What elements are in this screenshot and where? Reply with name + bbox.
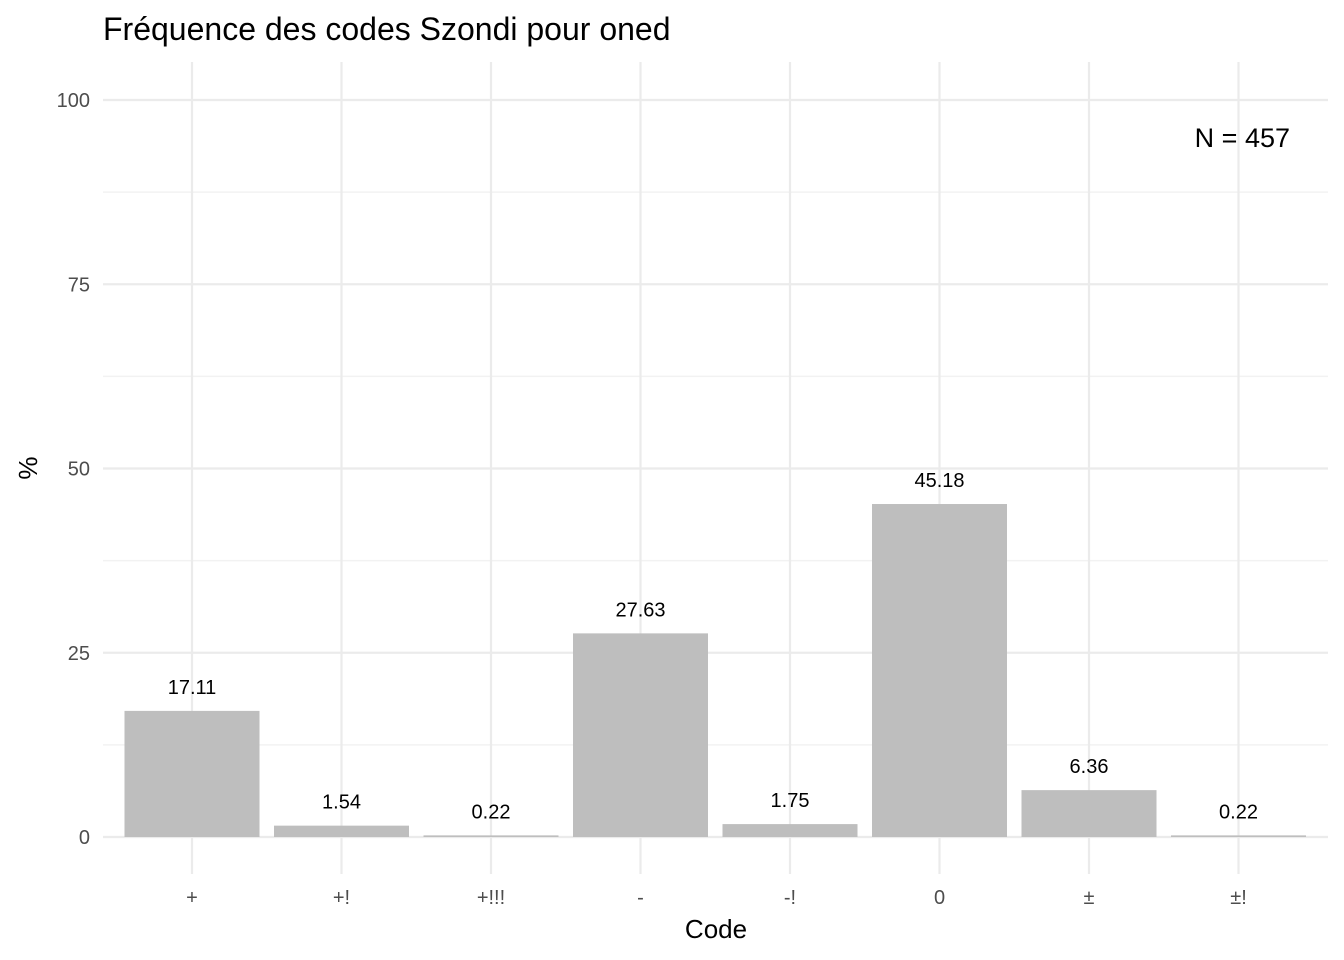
y-tick-label: 75 <box>68 274 90 296</box>
x-tick-label: +!!! <box>477 887 505 909</box>
x-tick-label: +! <box>333 887 350 909</box>
bar-value-label: 27.63 <box>615 599 665 621</box>
y-tick-label: 100 <box>57 90 90 112</box>
x-tick-label: ±! <box>1230 887 1247 909</box>
bar <box>1171 835 1306 837</box>
y-tick-label: 0 <box>79 827 90 849</box>
data-labels: 17.11 1.54 0.22 27.63 1.75 45.18 6.36 0.22 <box>168 470 1258 823</box>
bar-value-label: 6.36 <box>1070 756 1109 778</box>
x-tick-label: 0 <box>934 887 945 909</box>
bars <box>124 504 1306 837</box>
bar <box>872 504 1007 837</box>
sample-size-annotation: N = 457 <box>1195 123 1290 153</box>
bar-value-label: 1.75 <box>771 790 810 812</box>
x-axis-title: Code <box>685 914 747 944</box>
bar-value-label: 45.18 <box>914 470 964 492</box>
y-axis-title: % <box>13 456 43 479</box>
bar-value-label: 17.11 <box>168 677 217 699</box>
bar <box>573 633 708 837</box>
y-axis-ticks: 0 25 50 75 100 <box>57 90 90 849</box>
x-tick-label: -! <box>784 887 796 909</box>
bar <box>274 825 409 837</box>
x-tick-label: + <box>186 887 198 909</box>
bar-value-label: 1.54 <box>322 792 361 814</box>
y-tick-label: 50 <box>68 459 90 481</box>
chart-title: Fréquence des codes Szondi pour oned <box>103 11 671 47</box>
x-tick-label: - <box>637 887 644 909</box>
x-axis-ticks: + +! +!!! - -! 0 ± ±! <box>186 887 1247 909</box>
x-tick-label: ± <box>1084 887 1095 909</box>
bar <box>124 710 260 837</box>
bar <box>423 835 559 837</box>
y-tick-label: 25 <box>68 643 90 665</box>
bar-value-label: 0.22 <box>472 801 511 823</box>
grid <box>103 62 1328 874</box>
bar-value-label: 0.22 <box>1219 801 1258 823</box>
bar <box>722 824 858 837</box>
bar <box>1021 790 1157 837</box>
